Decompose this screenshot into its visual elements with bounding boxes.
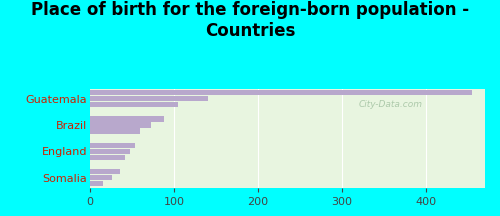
Bar: [90, 116, 164, 122]
Text: Place of birth for the foreign-born population -
Countries: Place of birth for the foreign-born popu…: [31, 1, 469, 40]
Bar: [90, 90, 471, 95]
Bar: [90, 129, 140, 134]
Text: City-Data.com: City-Data.com: [358, 100, 422, 110]
Bar: [90, 122, 150, 128]
Bar: [90, 155, 126, 160]
Bar: [90, 102, 178, 107]
Bar: [90, 181, 102, 186]
Bar: [90, 175, 112, 180]
Bar: [90, 143, 134, 148]
Bar: [90, 169, 120, 174]
Bar: [90, 96, 208, 102]
Bar: [90, 149, 130, 154]
